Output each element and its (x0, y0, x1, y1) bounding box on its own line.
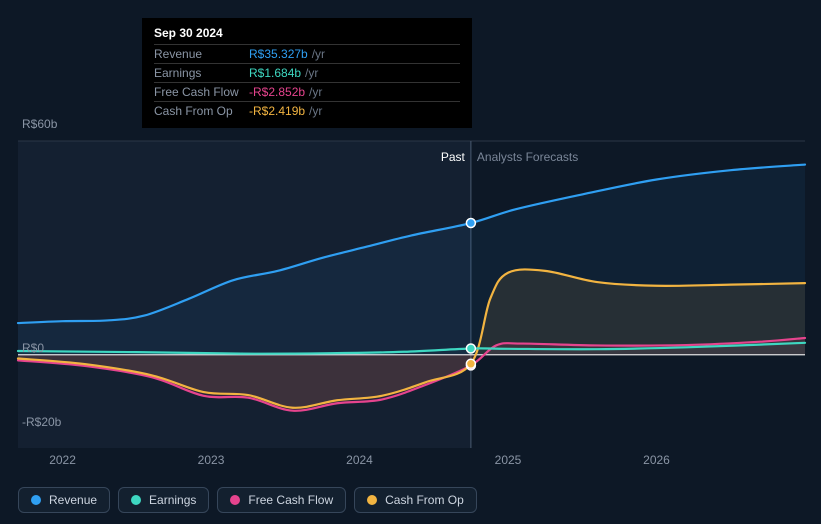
y-tick-label: -R$20b (22, 415, 61, 429)
legend-label: Cash From Op (385, 493, 464, 507)
tooltip-unit: /yr (309, 104, 322, 118)
legend-item-revenue[interactable]: Revenue (18, 487, 110, 513)
x-tick-label: 2022 (49, 453, 76, 467)
tooltip-row-earnings: Earnings R$1.684b /yr (154, 63, 460, 82)
y-tick-label: R$60b (22, 117, 57, 131)
legend-swatch (131, 495, 141, 505)
tooltip-unit: /yr (312, 47, 325, 61)
legend: Revenue Earnings Free Cash Flow Cash Fro… (18, 487, 477, 513)
x-tick-label: 2023 (198, 453, 225, 467)
x-tick-label: 2024 (346, 453, 373, 467)
legend-swatch (367, 495, 377, 505)
tooltip-value: -R$2.419b (249, 104, 305, 118)
region-label-past: Past (441, 150, 465, 164)
chart-container: R$60b R$0 -R$20b 2022 2023 2024 2025 202… (0, 0, 821, 524)
legend-swatch (31, 495, 41, 505)
y-tick-label: R$0 (22, 341, 44, 355)
tooltip-row-fcf: Free Cash Flow -R$2.852b /yr (154, 82, 460, 101)
x-tick-label: 2025 (495, 453, 522, 467)
legend-item-cfo[interactable]: Cash From Op (354, 487, 477, 513)
tooltip-value: R$35.327b (249, 47, 308, 61)
legend-label: Free Cash Flow (248, 493, 333, 507)
tooltip-value: -R$2.852b (249, 85, 305, 99)
legend-label: Revenue (49, 493, 97, 507)
legend-label: Earnings (149, 493, 196, 507)
legend-swatch (230, 495, 240, 505)
tooltip-unit: /yr (305, 66, 318, 80)
legend-item-earnings[interactable]: Earnings (118, 487, 209, 513)
tooltip-unit: /yr (309, 85, 322, 99)
region-label-future: Analysts Forecasts (477, 150, 578, 164)
x-tick-label: 2026 (643, 453, 670, 467)
tooltip-label: Cash From Op (154, 104, 249, 118)
tooltip-label: Revenue (154, 47, 249, 61)
legend-item-fcf[interactable]: Free Cash Flow (217, 487, 346, 513)
tooltip-label: Earnings (154, 66, 249, 80)
tooltip-row-revenue: Revenue R$35.327b /yr (154, 44, 460, 63)
tooltip-row-cfo: Cash From Op -R$2.419b /yr (154, 101, 460, 120)
tooltip-label: Free Cash Flow (154, 85, 249, 99)
chart-tooltip: Sep 30 2024 Revenue R$35.327b /yr Earnin… (142, 18, 472, 128)
tooltip-value: R$1.684b (249, 66, 301, 80)
tooltip-date: Sep 30 2024 (154, 26, 460, 44)
